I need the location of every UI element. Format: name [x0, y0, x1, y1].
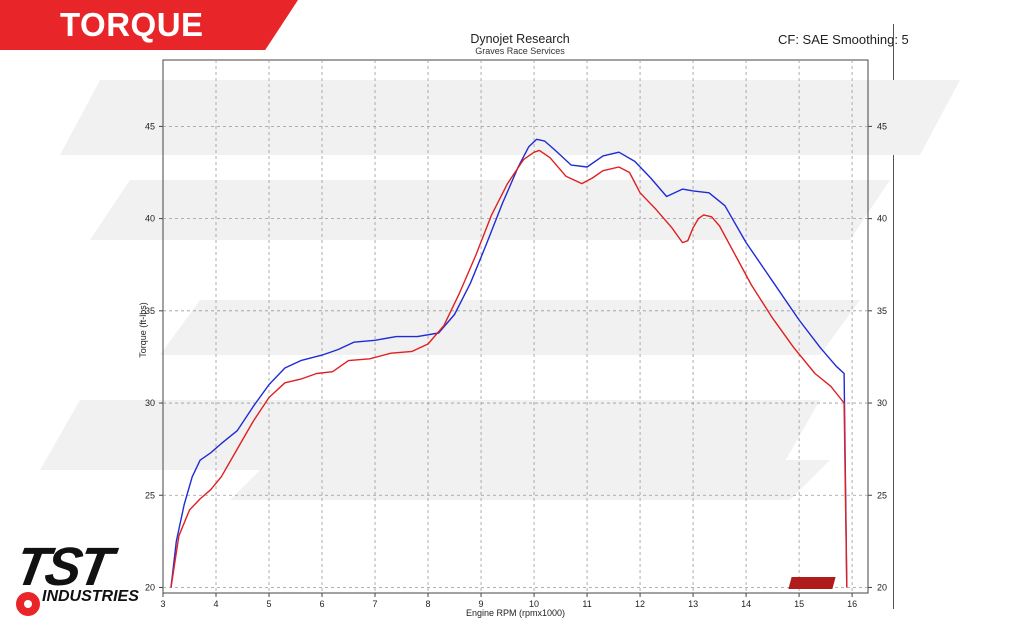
x-axis-label: Engine RPM (rpmx1000): [466, 608, 565, 618]
watermark-shape: [230, 460, 830, 500]
tst-industries-logo: TST INDUSTRIES: [11, 537, 157, 622]
y-tick-label-right: 40: [877, 214, 887, 224]
banner-label: TORQUE: [60, 6, 204, 43]
plot-area: [162, 59, 869, 594]
x-tick-label: 10: [529, 599, 539, 609]
x-tick-label: 5: [267, 599, 272, 609]
x-tick-label: 13: [688, 599, 698, 609]
y-tick-label: 35: [145, 306, 155, 316]
correction-factor-label: CF: SAE Smoothing: 5: [778, 32, 909, 47]
series-line-1: [170, 138, 848, 588]
y-tick-label-right: 35: [877, 306, 887, 316]
gear-icon: [16, 592, 40, 616]
y-tick-label: 40: [145, 214, 155, 224]
y-tick-label: 20: [145, 582, 155, 592]
chart-series-layer: [170, 138, 848, 588]
y-tick-label: 30: [145, 398, 155, 408]
chart-grid: [163, 60, 868, 593]
x-tick-label: 7: [373, 599, 378, 609]
y-axis-label: Torque (ft-lbs): [138, 302, 148, 358]
x-tick-label: 3: [160, 599, 165, 609]
y-tick-label: 25: [145, 490, 155, 500]
chart-subtitle: Graves Race Services: [475, 46, 565, 56]
series-line-2: [170, 149, 848, 588]
watermark-shape: [160, 300, 860, 355]
x-tick-label: 6: [320, 599, 325, 609]
watermark-shape: [40, 400, 820, 470]
y-tick-label-right: 20: [877, 582, 887, 592]
y-tick-label-right: 25: [877, 490, 887, 500]
x-tick-label: 8: [426, 599, 431, 609]
x-tick-label: 12: [635, 599, 645, 609]
watermark-shape: [90, 180, 890, 240]
dynojet-logo: [788, 577, 836, 589]
x-tick-label: 16: [847, 599, 857, 609]
x-tick-label: 11: [582, 599, 591, 609]
logo-tagline-text: INDUSTRIES: [42, 588, 139, 605]
x-tick-label: 9: [479, 599, 484, 609]
x-tick-label: 15: [794, 599, 804, 609]
chart-title: Dynojet Research: [470, 32, 570, 46]
brand-watermark: [40, 80, 960, 500]
torque-banner: TORQUE: [0, 0, 298, 50]
watermark-shape: [60, 80, 960, 155]
y-tick-label: 45: [145, 121, 155, 131]
y-tick-label-right: 30: [877, 398, 887, 408]
right-border-line: [893, 24, 894, 609]
y-tick-label-right: 45: [877, 121, 887, 131]
x-tick-label: 4: [213, 599, 218, 609]
x-tick-label: 14: [741, 599, 751, 609]
